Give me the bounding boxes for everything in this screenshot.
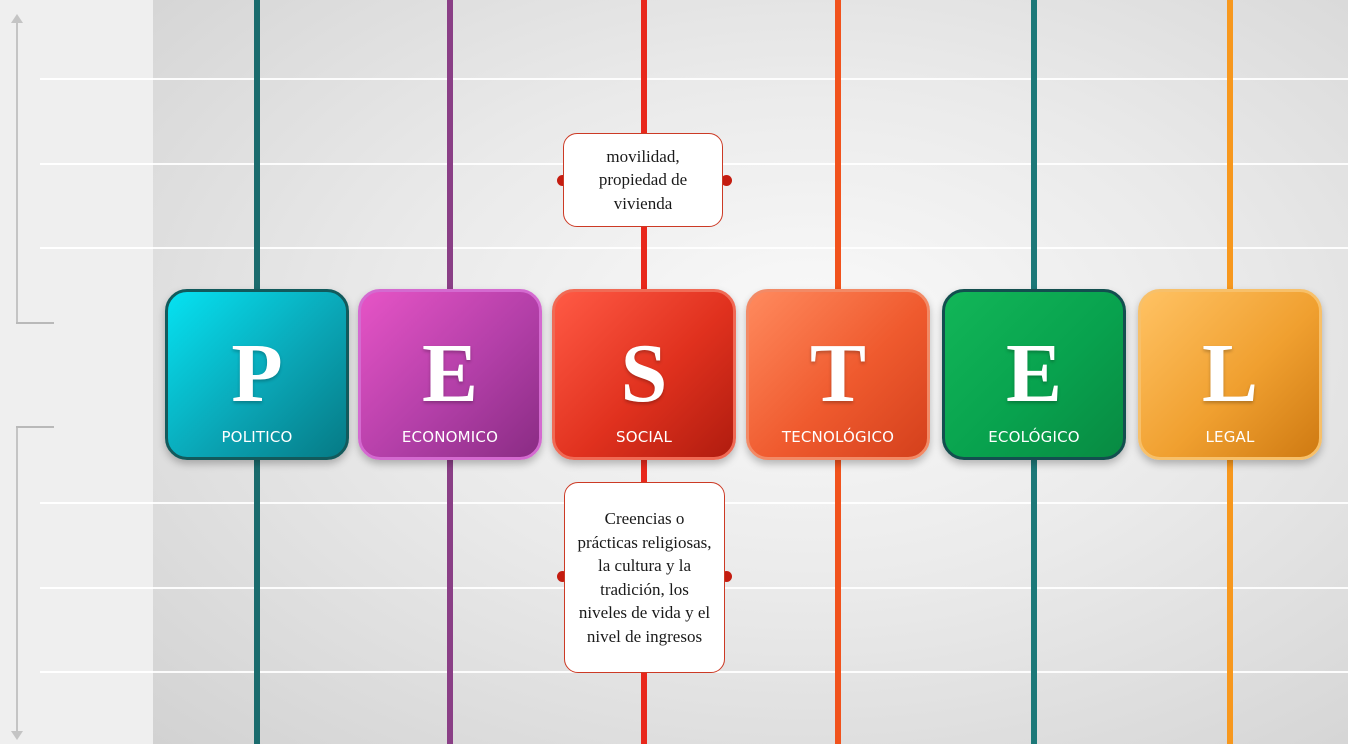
left-margin	[0, 0, 153, 744]
factor-letter: E	[421, 327, 479, 420]
grid-line	[153, 587, 1348, 589]
grid-line	[40, 247, 153, 249]
grid-line	[153, 502, 1348, 504]
factor-tile: S SOCIAL	[552, 289, 736, 460]
grid-line	[153, 163, 1348, 165]
factor-tile: P POLITICO	[165, 289, 349, 460]
connector-dot	[557, 571, 568, 582]
grid-line	[153, 671, 1348, 673]
grid-line	[40, 163, 153, 165]
factor-letter: E	[1005, 327, 1063, 420]
factor-tile: E ECONOMICO	[358, 289, 542, 460]
connector-dot	[721, 571, 732, 582]
factor-label: ECONOMICO	[401, 428, 499, 446]
arrow-up-icon	[11, 14, 23, 23]
bracket-bottom	[16, 426, 54, 428]
factor-label: POLITICO	[221, 428, 293, 446]
factor-tile: E ECOLÓGICO	[942, 289, 1126, 460]
factor-letter: P	[231, 327, 283, 420]
grid-line	[40, 502, 153, 504]
grid-line	[40, 587, 153, 589]
factor-label: ECOLÓGICO	[988, 428, 1080, 446]
factor-letter: S	[620, 327, 668, 420]
grid-line	[40, 78, 153, 80]
factor-tile: T TECNOLÓGICO	[746, 289, 930, 460]
grid-line	[153, 78, 1348, 80]
arrow-down-icon	[11, 731, 23, 740]
bracket-top	[16, 322, 54, 324]
scale-arrow-up	[16, 22, 18, 324]
factor-letter: T	[809, 327, 867, 420]
social-note-bottom: Creencias o prácticas religiosas, la cul…	[564, 482, 725, 673]
scale-arrow-down	[16, 427, 18, 732]
grid-line	[153, 247, 1348, 249]
grid-line	[40, 671, 153, 673]
factor-tile: L LEGAL	[1138, 289, 1322, 460]
social-note-top: movilidad, propiedad de vivienda	[563, 133, 723, 227]
factor-letter: L	[1201, 327, 1259, 420]
factor-label: TECNOLÓGICO	[781, 428, 895, 446]
factor-label: LEGAL	[1205, 428, 1255, 446]
connector-dot	[557, 175, 568, 186]
connector-dot	[721, 175, 732, 186]
factor-label: SOCIAL	[615, 428, 673, 446]
